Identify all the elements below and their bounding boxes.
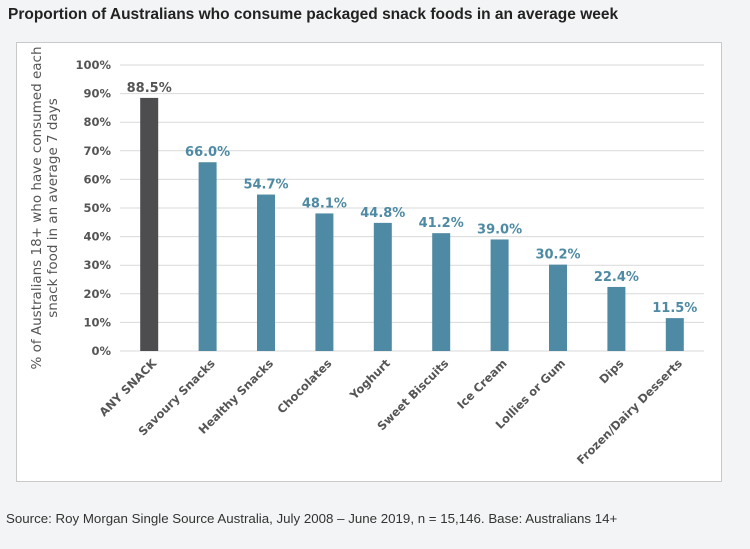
- data-label: 11.5%: [652, 301, 697, 316]
- y-tick-label: 20%: [83, 287, 111, 301]
- gridlines: [120, 64, 704, 352]
- bar-chocolates: [315, 213, 334, 351]
- bar-chart: 0% 10% 20% 30% 40% 50% 60% 70% 80% 90% 100% 88.5% 6…: [29, 46, 704, 467]
- y-tick-label: 80%: [83, 115, 111, 129]
- y-tick-labels: 0% 10% 20% 30% 40% 50% 60% 70% 80% 90% 100%: [75, 58, 111, 358]
- y-tick-label: 0%: [91, 344, 111, 358]
- data-label: 48.1%: [302, 196, 347, 211]
- chart-title: Proportion of Australians who consume pa…: [8, 6, 619, 23]
- x-tick-label: Dips: [596, 356, 626, 386]
- y-tick-label: 30%: [83, 258, 111, 272]
- bar-savoury-snacks: [198, 162, 217, 351]
- x-tick-label: ANY SNACK: [96, 355, 160, 419]
- data-labels: 88.5% 66.0% 54.7% 48.1% 44.8% 41.2% 39.0% 30.2%…: [127, 81, 698, 316]
- x-tick-label: Yoghurt: [346, 356, 393, 403]
- bar-healthy-snacks: [257, 194, 275, 351]
- bars: [140, 97, 684, 351]
- y-tick-label: 90%: [83, 87, 111, 101]
- data-label: 30.2%: [535, 248, 580, 263]
- bar-dips: [607, 286, 626, 351]
- bar-lollies-or-gum: [549, 264, 567, 351]
- y-tick-label: 70%: [83, 144, 111, 158]
- y-tick-label: 50%: [83, 201, 111, 215]
- bar-sweet-biscuits: [432, 233, 451, 351]
- bar-frozen-dairy-desserts: [665, 318, 684, 351]
- data-label: 66.0%: [185, 145, 230, 160]
- y-tick-label: 100%: [75, 58, 111, 72]
- y-tick-label: 60%: [83, 172, 111, 186]
- bar-ice-cream: [490, 239, 509, 351]
- bar-yoghurt: [373, 222, 392, 351]
- data-label: 44.8%: [360, 206, 405, 221]
- bar-any-snack: [140, 97, 159, 351]
- x-tick-label: Chocolates: [274, 356, 334, 416]
- data-label: 54.7%: [243, 178, 288, 193]
- x-tick-label: Frozen/Dairy Desserts: [574, 356, 685, 467]
- y-tick-label: 10%: [83, 315, 111, 329]
- y-axis-label-line: % of Australians 18+ who have consumed e…: [29, 46, 45, 369]
- data-label: 41.2%: [419, 216, 464, 231]
- source-note: Source: Roy Morgan Single Source Austral…: [6, 511, 618, 526]
- chart-panel: 0% 10% 20% 30% 40% 50% 60% 70% 80% 90% 100% 88.5% 6…: [16, 42, 722, 482]
- y-axis-label-line: snack food in an average 7 days: [45, 98, 61, 318]
- data-label: 22.4%: [594, 270, 639, 285]
- x-tick-label: Ice Cream: [454, 356, 510, 412]
- y-axis-label: % of Australians 18+ who have consumed e…: [29, 46, 61, 369]
- data-label: 39.0%: [477, 222, 522, 237]
- y-tick-label: 40%: [83, 230, 111, 244]
- data-label: 88.5%: [127, 81, 172, 96]
